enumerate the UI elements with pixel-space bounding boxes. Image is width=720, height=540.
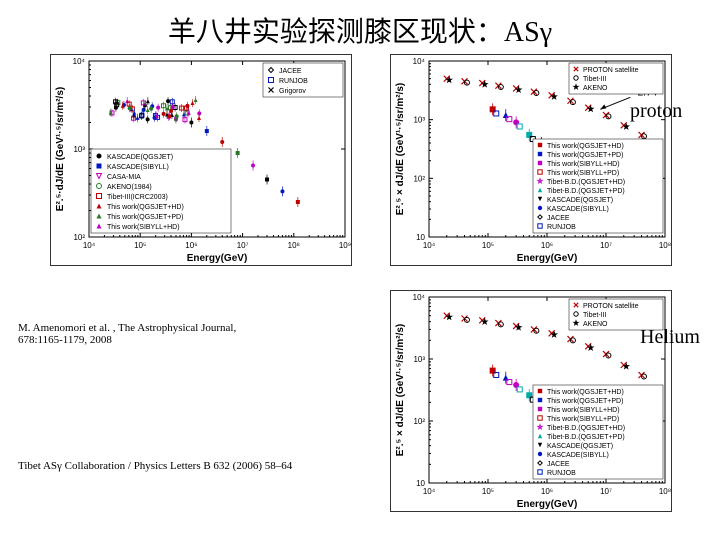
svg-text:KASCADE(SIBYLL): KASCADE(SIBYLL) <box>547 206 609 213</box>
svg-text:10⁸: 10⁸ <box>288 241 300 250</box>
svg-text:10⁸: 10⁸ <box>659 241 671 250</box>
svg-text:Energy(GeV): Energy(GeV) <box>187 253 248 264</box>
svg-text:Tibet-B.D.(QGSJET+PD): Tibet-B.D.(QGSJET+PD) <box>547 188 625 195</box>
svg-text:10⁴: 10⁴ <box>413 293 426 302</box>
svg-text:10⁸: 10⁸ <box>659 487 671 496</box>
svg-text:This work(SIBYLL+HD): This work(SIBYLL+HD) <box>107 224 180 231</box>
svg-text:Tibet-B.D.(QGSJET+HD): Tibet-B.D.(QGSJET+HD) <box>547 425 625 432</box>
svg-text:10⁵: 10⁵ <box>482 241 494 250</box>
svg-text:E².⁵·dJ/dE (GeV¹·⁵/sr/m²/s): E².⁵·dJ/dE (GeV¹·⁵/sr/m²/s) <box>55 87 66 211</box>
svg-text:This work(QGSJET+HD): This work(QGSJET+HD) <box>107 204 184 211</box>
svg-text:PROTON satellite: PROTON satellite <box>583 303 639 310</box>
svg-text:10: 10 <box>416 479 425 488</box>
svg-text:This work(SIBYLL+HD): This work(SIBYLL+HD) <box>547 407 620 414</box>
svg-text:PROTON satellite: PROTON satellite <box>583 67 639 74</box>
svg-text:CASA-MIA: CASA-MIA <box>107 174 141 181</box>
svg-text:10⁴: 10⁴ <box>423 241 436 250</box>
svg-text:Tibet-B.D.(QGSJET+HD): Tibet-B.D.(QGSJET+HD) <box>547 179 625 186</box>
svg-text:10⁹: 10⁹ <box>339 241 351 250</box>
svg-text:10²: 10² <box>73 233 85 242</box>
svg-text:JACEE: JACEE <box>547 215 570 222</box>
chart-helium: 10⁴ 10⁵ 10⁶ 10⁷ 10⁸ 10 10² 10³ 10⁴ Energy(GeV) E².… <box>390 290 672 512</box>
chart-svg: 10⁴ 10⁵ 10⁶ 10⁷ 10⁸ 10⁹ 10² 10³ 10⁴ Energy(GeV) E²… <box>51 55 351 265</box>
svg-text:10⁴: 10⁴ <box>73 57 86 66</box>
svg-text:10⁴: 10⁴ <box>413 57 426 66</box>
svg-text:10⁷: 10⁷ <box>600 487 612 496</box>
svg-text:10³: 10³ <box>413 355 425 364</box>
svg-text:AKENO: AKENO <box>583 321 608 328</box>
svg-text:10⁷: 10⁷ <box>600 241 612 250</box>
svg-text:10⁵: 10⁵ <box>482 487 494 496</box>
chart-proton: 10⁴ 10⁵ 10⁶ 10⁷ 10⁸ 10 10² 10³ 10⁴ Energy(GeV) E².… <box>390 54 672 266</box>
svg-text:This work(SIBYLL+PD): This work(SIBYLL+PD) <box>547 170 619 177</box>
svg-text:This work(QGSJET+HD): This work(QGSJET+HD) <box>547 143 624 150</box>
svg-text:This work(QGSJET+PD): This work(QGSJET+PD) <box>107 214 183 221</box>
svg-text:KASCADE(QGSJET): KASCADE(QGSJET) <box>107 154 173 161</box>
svg-text:RUNJOB: RUNJOB <box>547 470 576 477</box>
svg-text:10⁴: 10⁴ <box>83 241 96 250</box>
svg-text:10⁴: 10⁴ <box>423 487 436 496</box>
svg-text:10⁷: 10⁷ <box>237 241 249 250</box>
svg-text:Tibet-III(ICRC2003): Tibet-III(ICRC2003) <box>107 194 168 201</box>
svg-text:This work(QGSJET+HD): This work(QGSJET+HD) <box>547 389 624 396</box>
svg-text:Tibet-III: Tibet-III <box>583 76 607 83</box>
svg-text:10²: 10² <box>413 417 425 426</box>
citation-top: M. Amenomori et al. , The Astrophysical … <box>18 322 278 346</box>
svg-text:10³: 10³ <box>73 145 85 154</box>
svg-text:10⁶: 10⁶ <box>185 241 197 250</box>
svg-text:AKENO(1984): AKENO(1984) <box>107 184 152 191</box>
svg-text:E².⁵ × dJ/dE (GeV¹·⁵/sr/m²/s): E².⁵ × dJ/dE (GeV¹·⁵/sr/m²/s) <box>395 83 406 215</box>
svg-text:Energy(GeV): Energy(GeV) <box>517 253 578 264</box>
svg-text:RUNJOB: RUNJOB <box>547 224 576 231</box>
annotation-helium: Helium <box>640 326 700 349</box>
chart-all-particle: 10⁴ 10⁵ 10⁶ 10⁷ 10⁸ 10⁹ 10² 10³ 10⁴ Energy(GeV) E²… <box>50 54 352 266</box>
annotation-proton: proton <box>630 100 682 123</box>
svg-text:Energy(GeV): Energy(GeV) <box>517 499 578 510</box>
svg-text:This work(QGSJET+PD): This work(QGSJET+PD) <box>547 152 623 159</box>
svg-text:This work(SIBYLL+PD): This work(SIBYLL+PD) <box>547 416 619 423</box>
svg-text:This work(QGSJET+PD): This work(QGSJET+PD) <box>547 398 623 405</box>
svg-text:Grigorov: Grigorov <box>279 88 306 95</box>
svg-text:10⁶: 10⁶ <box>541 241 553 250</box>
svg-text:E².⁵ × dJ/dE (GeV¹·⁵/sr/m²/s): E².⁵ × dJ/dE (GeV¹·⁵/sr/m²/s) <box>395 324 406 456</box>
svg-text:10²: 10² <box>413 174 425 183</box>
page-title: 羊八井实验探测膝区现状：ASγ <box>0 10 720 50</box>
svg-text:10⁶: 10⁶ <box>541 487 553 496</box>
svg-text:Tibet-III: Tibet-III <box>583 312 607 319</box>
svg-text:10³: 10³ <box>413 116 425 125</box>
svg-text:AKENO: AKENO <box>583 85 608 92</box>
svg-text:KASCADE(QGSJET): KASCADE(QGSJET) <box>547 443 613 450</box>
svg-text:KASCADE(QGSJET): KASCADE(QGSJET) <box>547 197 613 204</box>
citation-bottom: Tibet ASγ Collaboration / Physics Letter… <box>18 460 318 472</box>
svg-text:JACEE: JACEE <box>547 461 570 468</box>
svg-text:JACEE: JACEE <box>279 68 302 75</box>
chart-svg: 10⁴ 10⁵ 10⁶ 10⁷ 10⁸ 10 10² 10³ 10⁴ Energy(GeV) E².… <box>391 55 671 265</box>
svg-text:KASCADE(SIBYLL): KASCADE(SIBYLL) <box>107 164 169 171</box>
svg-text:RUNJOB: RUNJOB <box>279 78 308 85</box>
chart-svg: 10⁴ 10⁵ 10⁶ 10⁷ 10⁸ 10 10² 10³ 10⁴ Energy(GeV) E².… <box>391 291 671 511</box>
svg-text:Tibet-B.D.(QGSJET+PD): Tibet-B.D.(QGSJET+PD) <box>547 434 625 441</box>
svg-text:10⁵: 10⁵ <box>134 241 146 250</box>
svg-text:KASCADE(SIBYLL): KASCADE(SIBYLL) <box>547 452 609 459</box>
svg-text:10: 10 <box>416 233 425 242</box>
svg-text:This work(SIBYLL+HD): This work(SIBYLL+HD) <box>547 161 620 168</box>
